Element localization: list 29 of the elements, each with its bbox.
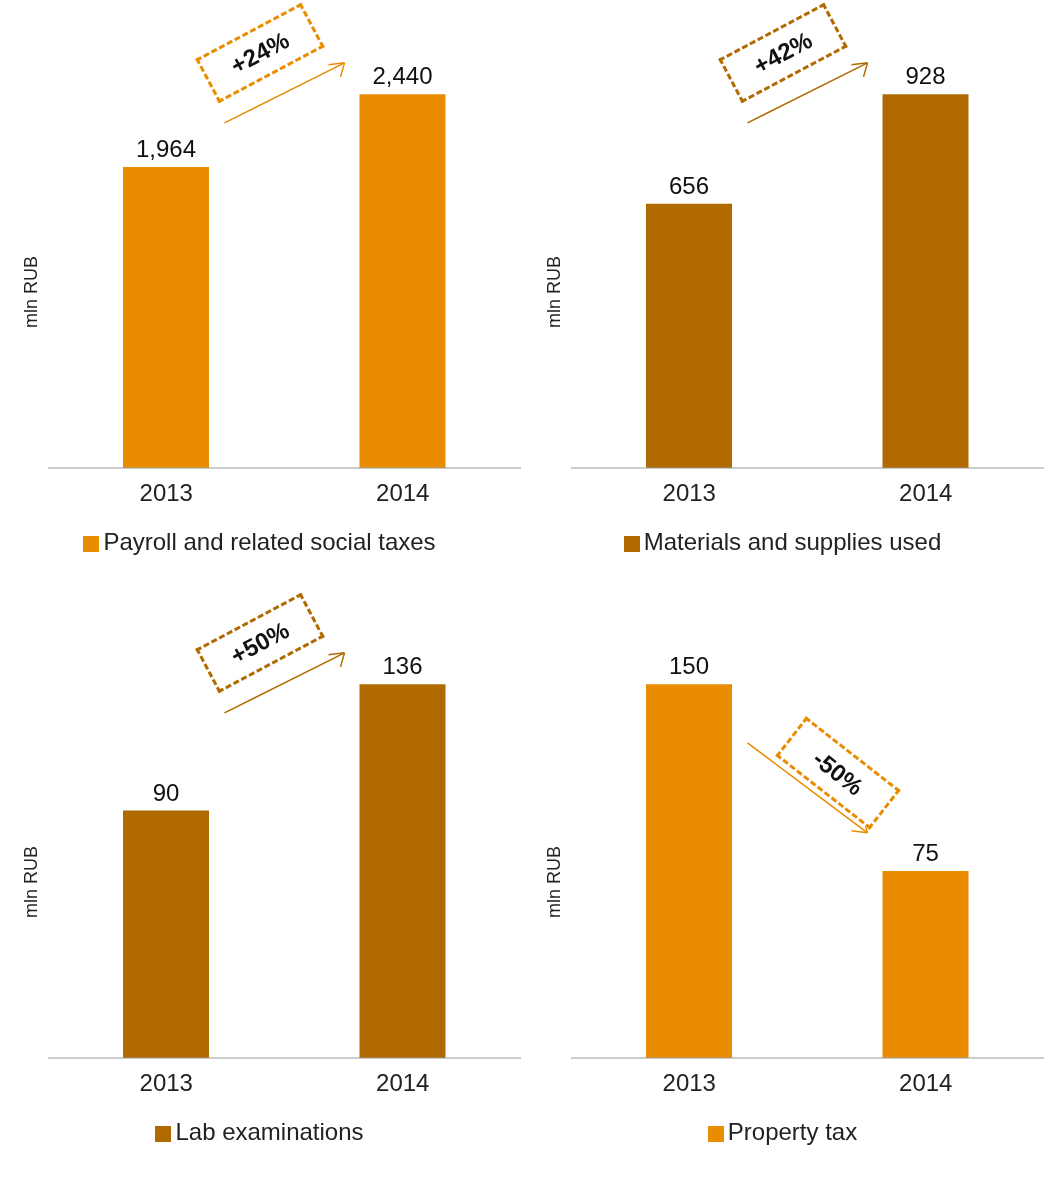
legend-label: Property tax (727, 1118, 858, 1145)
dashed-frame: +50% (194, 592, 325, 694)
data-label: 1,964 (135, 135, 197, 163)
data-label: 656 (668, 171, 710, 199)
legend-label: Payroll and related social taxes (103, 528, 436, 555)
data-label: 928 (905, 62, 946, 90)
annotation: -50% (806, 744, 869, 802)
legend-label: Materials and supplies used (643, 528, 942, 555)
x-tick-label: 2014 (899, 479, 953, 507)
data-label: 136 (382, 652, 423, 680)
data-label: 75 (912, 839, 939, 867)
x-tick-label: 2013 (139, 479, 193, 507)
x-tick-label: 2014 (899, 1069, 953, 1097)
y-axis-title: mln RUB (544, 845, 565, 918)
x-tick-label: 2014 (376, 1069, 430, 1097)
x-tick-label: 2013 (662, 1069, 716, 1097)
dashed-frame: +24% (194, 2, 325, 104)
data-label: 150 (668, 652, 710, 680)
y-axis-title: mln RUB (21, 845, 42, 918)
x-tick-label: 2014 (376, 479, 430, 507)
y-axis-title: mln RUB (21, 255, 42, 328)
x-tick-label: 2013 (662, 479, 716, 507)
data-label: 2,440 (372, 62, 433, 90)
dashed-frame: +42% (717, 2, 848, 104)
y-axis-title: mln RUB (544, 255, 565, 328)
legend-label: Lab examinations (175, 1118, 364, 1145)
x-tick-label: 2013 (139, 1069, 193, 1097)
dashed-frame: -50% (774, 716, 901, 830)
data-label: 90 (152, 778, 180, 806)
